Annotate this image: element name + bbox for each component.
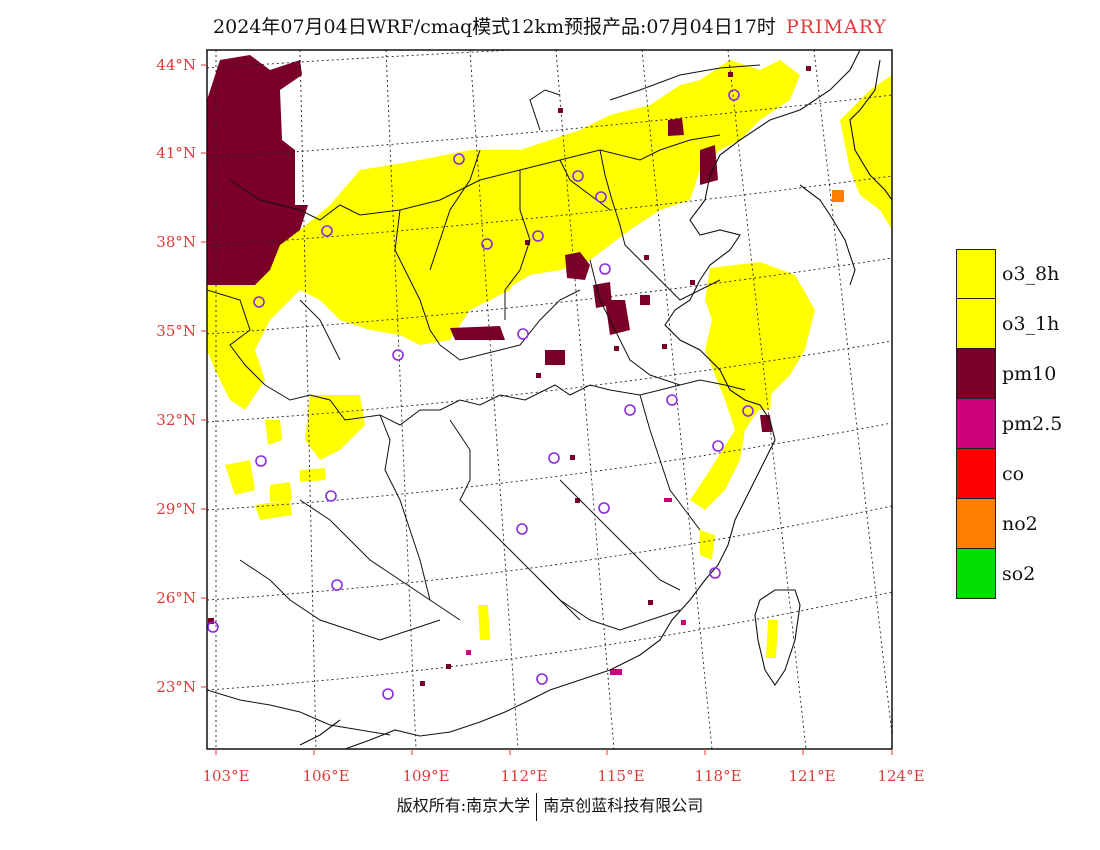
pollutant-legend: o3_8h o3_1h pm10 pm2.5 co no2 so2 (956, 249, 1096, 599)
province-boundaries (207, 64, 761, 736)
lat-label-26: 26°N (156, 589, 196, 607)
coastline (299, 50, 892, 749)
legend-label: o3_1h (1002, 313, 1060, 335)
map-frame (206, 49, 893, 750)
lat-axis: 44°N 41°N 38°N 35°N 32°N 29°N 26°N 23°N (156, 56, 207, 696)
copyright-left: 版权所有:南京大学 (396, 796, 531, 815)
legend-label: so2 (1002, 563, 1036, 585)
legend-label: no2 (1002, 513, 1038, 535)
legend-item-so2: so2 (956, 549, 1096, 599)
lon-label-109: 109°E (402, 767, 449, 785)
lat-label-41: 41°N (156, 144, 196, 162)
station-markers (207, 89, 754, 700)
copyright-footer: 版权所有:南京大学 南京创蓝科技有限公司 (0, 792, 1100, 821)
lat-label-29: 29°N (156, 500, 196, 518)
legend-item-o3-1h: o3_1h (956, 299, 1096, 349)
legend-swatch (956, 399, 996, 449)
footer-divider (536, 792, 538, 821)
lat-label-38: 38°N (156, 233, 196, 251)
primary-tag: PRIMARY (785, 16, 887, 38)
pm10-patches (207, 55, 772, 432)
legend-swatch (956, 249, 996, 299)
legend-item-no2: no2 (956, 499, 1096, 549)
legend-label: pm2.5 (1002, 413, 1063, 435)
legend-swatch (956, 449, 996, 499)
legend-swatch (956, 499, 996, 549)
legend-label: co (1002, 463, 1025, 485)
lat-label-44: 44°N (156, 56, 196, 74)
scattered-cells (208, 66, 844, 686)
legend-swatch (956, 549, 996, 599)
legend-label: pm10 (1002, 363, 1057, 385)
legend-label: o3_8h (1002, 263, 1060, 285)
lon-axis: 103°E 106°E 109°E 112°E 115°E 118°E 121°… (202, 749, 925, 785)
lon-label-115: 115°E (597, 767, 644, 785)
legend-item-pm10: pm10 (956, 349, 1096, 399)
legend-item-o3-8h: o3_8h (956, 249, 1096, 299)
lon-label-103: 103°E (202, 767, 249, 785)
legend-item-pm25: pm2.5 (956, 399, 1096, 449)
map-canvas (207, 50, 892, 749)
lon-label-121: 121°E (788, 767, 835, 785)
lat-label-32: 32°N (156, 411, 196, 429)
lon-label-118: 118°E (694, 767, 741, 785)
lat-label-35: 35°N (156, 322, 196, 340)
title-text: 2024年07月04日WRF/cmaq模式12km预报产品:07月04日17时 (213, 16, 776, 38)
graticule (207, 50, 892, 749)
legend-item-co: co (956, 449, 1096, 499)
legend-swatch (956, 349, 996, 399)
lon-label-106: 106°E (302, 767, 349, 785)
o3-patches (207, 60, 892, 658)
lon-label-112: 112°E (500, 767, 547, 785)
legend-swatch (956, 299, 996, 349)
copyright-right: 南京创蓝科技有限公司 (543, 796, 704, 815)
lon-label-124: 124°E (877, 767, 924, 785)
map-title: 2024年07月04日WRF/cmaq模式12km预报产品:07月04日17时 P… (0, 12, 1100, 39)
lat-label-23: 23°N (156, 678, 196, 696)
